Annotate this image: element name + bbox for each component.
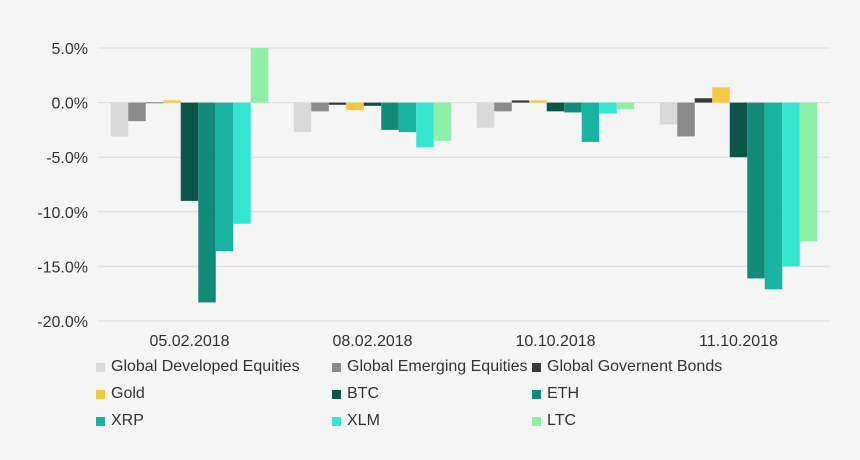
bar xyxy=(729,102,748,158)
y-tick-label: -20.0% xyxy=(37,314,88,331)
legend-item: ETH xyxy=(532,385,579,403)
legend-item: Gold xyxy=(96,385,145,403)
bar xyxy=(694,98,713,103)
x-tick-label: 10.10.2018 xyxy=(515,333,595,350)
legend-swatch xyxy=(332,362,341,372)
bar xyxy=(511,100,530,103)
legend-item: XLM xyxy=(332,412,380,430)
legend-swatch xyxy=(532,362,541,372)
bar xyxy=(659,102,678,125)
legend-label: BTC xyxy=(347,385,379,402)
legend-item: LTC xyxy=(532,412,576,430)
y-tick-label: -10.0% xyxy=(37,205,88,222)
bar xyxy=(782,102,800,267)
legend-label: LTC xyxy=(547,412,577,429)
x-tick-label: 08.02.2018 xyxy=(332,333,412,350)
bar xyxy=(381,102,399,130)
legend-item: BTC xyxy=(332,385,379,403)
bar xyxy=(616,102,635,110)
bar xyxy=(564,102,582,113)
legend-swatch xyxy=(532,389,541,399)
bar xyxy=(546,102,565,112)
y-tick-label: -5.0% xyxy=(46,150,88,167)
y-tick-label: 0.0% xyxy=(52,96,88,113)
bar xyxy=(476,102,495,128)
bar xyxy=(293,102,312,133)
bar xyxy=(328,102,347,105)
legend-swatch xyxy=(332,389,341,399)
legend-swatch xyxy=(96,389,105,399)
bar xyxy=(128,102,146,122)
y-tick-label: -15.0% xyxy=(37,259,88,276)
bar xyxy=(110,102,129,137)
bar-chart-plot: 5.0% 0.0% -5.0% -10.0% -15.0% -20.0% 05.02.201… xyxy=(37,41,830,350)
y-tick-label: 5.0% xyxy=(52,41,88,58)
legend-label: Global Developed Equities xyxy=(111,358,300,375)
bar xyxy=(581,102,600,142)
bar xyxy=(233,102,251,224)
bar xyxy=(529,100,547,103)
legend-label: Global Governent Bonds xyxy=(547,358,723,375)
legend-label: Gold xyxy=(111,385,145,402)
bar xyxy=(215,102,234,252)
x-tick-label: 05.02.2018 xyxy=(149,333,229,350)
bar xyxy=(747,102,765,279)
legend-label: Global Emerging Equities xyxy=(347,358,528,375)
legend-swatch xyxy=(332,416,341,426)
bar xyxy=(764,102,783,290)
legend-swatch xyxy=(532,416,541,426)
legend-item: Global Developed Equities xyxy=(96,358,300,376)
bar xyxy=(599,102,617,114)
bar xyxy=(433,102,452,141)
legend-item: Global Governent Bonds xyxy=(532,358,722,376)
bar xyxy=(180,102,199,201)
legend-swatch xyxy=(96,362,105,372)
legend-label: XRP xyxy=(111,412,144,429)
legend-item: XRP xyxy=(96,412,144,430)
legend-item: Global Emerging Equities xyxy=(332,358,528,376)
bar xyxy=(398,102,417,133)
bar xyxy=(712,87,730,103)
legend-label: ETH xyxy=(547,385,579,402)
bar xyxy=(198,102,216,303)
x-tick-label: 11.10.2018 xyxy=(699,333,778,350)
legend-swatch xyxy=(96,416,105,426)
legend-label: XLM xyxy=(347,412,380,429)
bar xyxy=(363,102,382,106)
bar xyxy=(311,102,329,112)
bar xyxy=(346,102,364,111)
bar xyxy=(416,102,434,148)
bar xyxy=(494,102,512,112)
bar xyxy=(250,48,269,103)
bar xyxy=(163,100,181,103)
bar xyxy=(799,102,818,242)
bar xyxy=(677,102,695,137)
bar xyxy=(145,102,164,104)
